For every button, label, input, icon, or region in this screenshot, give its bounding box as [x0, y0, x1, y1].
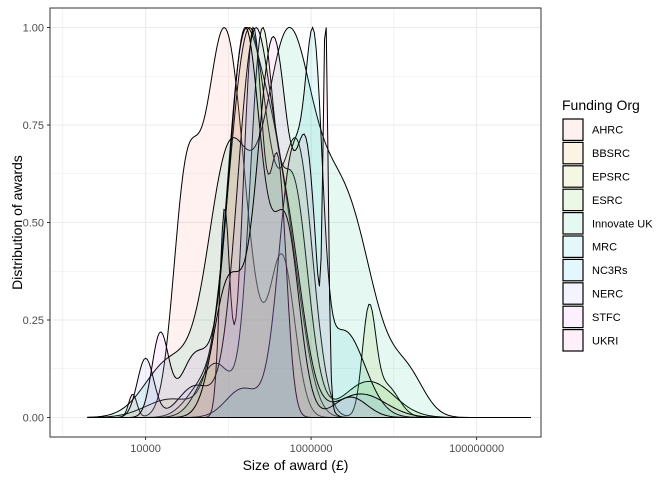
legend-item-bbsrc: BBSRC [562, 141, 630, 165]
legend-key-swatch [562, 329, 584, 352]
legend-key-swatch [562, 141, 584, 165]
y-axis-title: Distribution of awards [9, 155, 25, 290]
legend-label: NERC [592, 289, 623, 301]
y-tick-label: 0.25 [23, 315, 44, 327]
legend-label: NC3Rs [592, 265, 628, 277]
legend-key-swatch [562, 165, 584, 188]
legend-item-nc3rs: NC3Rs [562, 258, 628, 282]
legend-key-bg [563, 189, 583, 211]
legend-item-stfc: STFC [562, 305, 621, 329]
x-tick-label: 1000000 [290, 443, 333, 455]
y-axis: 0.00 0.25 0.50 0.75 1.00 [23, 23, 50, 425]
legend-key-swatch [562, 212, 584, 235]
legend-key-bg [563, 329, 583, 351]
legend-key-bg [563, 212, 583, 234]
legend-key-bg [563, 259, 583, 281]
legend-label: AHRC [592, 125, 623, 137]
x-tick-label: 10000 [130, 443, 161, 455]
x-axis: 10000 1000000 100000000 [130, 437, 504, 455]
legend-item-esrc: ESRC [562, 188, 623, 212]
legend: Funding Org AHRC BBSRC EPSRC ESRC Innovate U… [562, 97, 653, 352]
legend-key-swatch [562, 118, 584, 141]
y-tick-label: 0.00 [23, 413, 44, 425]
legend-key-bg [563, 282, 583, 305]
legend-label: EPSRC [592, 172, 630, 184]
legend-key-bg [563, 142, 583, 164]
legend-label: ESRC [592, 195, 623, 207]
legend-key-bg [563, 306, 583, 328]
legend-label: Innovate UK [592, 218, 653, 230]
legend-label: MRC [592, 242, 617, 254]
legend-key-bg [563, 119, 583, 141]
y-tick-label: 0.50 [23, 218, 44, 230]
legend-key-swatch [562, 235, 584, 258]
legend-item-ukri: UKRI [562, 329, 618, 352]
legend-key-swatch [562, 188, 584, 212]
legend-label: STFC [592, 312, 621, 324]
legend-item-nerc: NERC [562, 282, 623, 305]
y-tick-label: 0.75 [23, 120, 44, 132]
x-tick-label: 100000000 [449, 443, 504, 455]
legend-item-ahrc: AHRC [562, 118, 623, 141]
legend-key-bg [563, 165, 583, 188]
legend-key-bg [563, 236, 583, 258]
legend-key-swatch [562, 305, 584, 329]
legend-label: BBSRC [592, 148, 630, 160]
legend-label: UKRI [592, 335, 618, 347]
density-area-ukri [87, 27, 531, 418]
legend-title: Funding Org [562, 97, 640, 113]
x-axis-title: Size of award (£) [243, 457, 349, 473]
legend-item-epsrc: EPSRC [562, 165, 630, 188]
legend-item-innovate-uk: Innovate UK [562, 212, 653, 235]
y-tick-label: 1.00 [23, 23, 44, 35]
legend-item-mrc: MRC [562, 235, 617, 258]
density-series [87, 26, 531, 418]
legend-key-swatch [562, 282, 584, 305]
legend-key-swatch [562, 258, 584, 282]
